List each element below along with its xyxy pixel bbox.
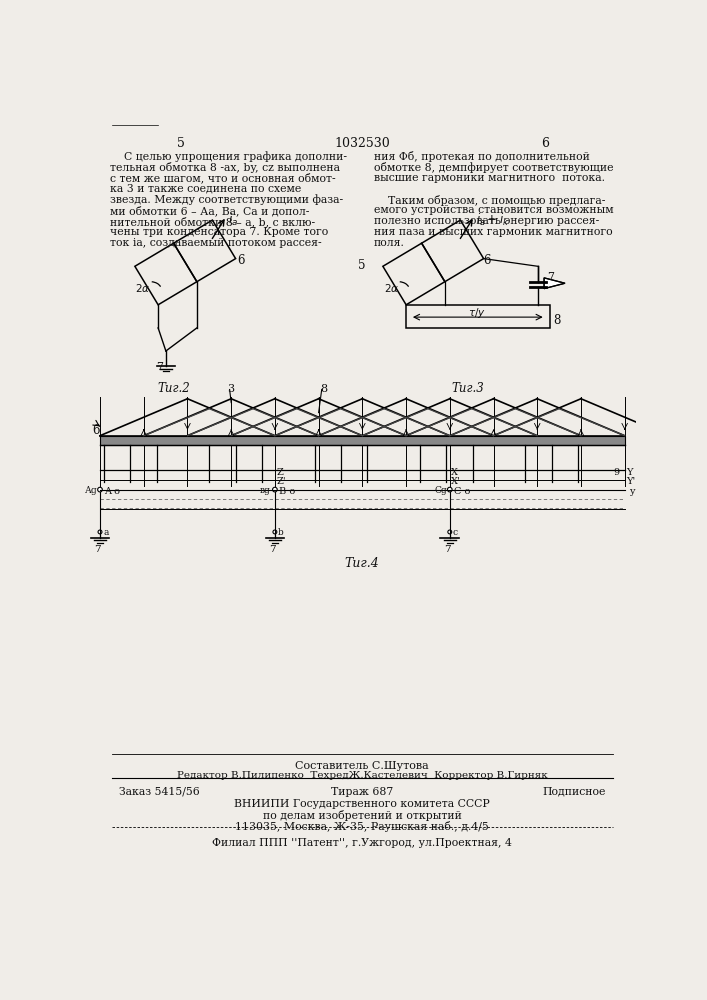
Text: ния паза и высших гармоник магнитного: ния паза и высших гармоник магнитного <box>373 227 612 237</box>
Text: Редактор В.Пилипенко  ТехредЖ.Кастелевич  Корректор В.Гирняк: Редактор В.Пилипенко ТехредЖ.Кастелевич … <box>177 771 547 780</box>
Text: 7: 7 <box>156 362 163 372</box>
Text: емого устройства становится возможным: емого устройства становится возможным <box>373 205 613 215</box>
Text: 7: 7 <box>94 545 101 554</box>
Text: нительной обмотки 8 – а, b, с вклю-: нительной обмотки 8 – а, b, с вклю- <box>110 216 315 227</box>
Text: Y': Y' <box>626 477 636 486</box>
Text: вg: вg <box>259 486 270 495</box>
Text: высшие гармоники магнитного  потока.: высшие гармоники магнитного потока. <box>373 173 604 183</box>
Text: ния Φб, протекая по дополнительной: ния Φб, протекая по дополнительной <box>373 151 590 162</box>
Text: по делам изобретений и открытий: по делам изобретений и открытий <box>262 810 462 821</box>
Text: 8: 8 <box>320 384 327 394</box>
Text: y: y <box>629 487 634 496</box>
Text: Τиг.4: Τиг.4 <box>344 557 380 570</box>
Polygon shape <box>544 278 565 289</box>
Text: поля.: поля. <box>373 238 404 248</box>
Text: 9: 9 <box>613 468 619 477</box>
Text: 5: 5 <box>358 259 366 272</box>
Circle shape <box>273 487 277 492</box>
Text: $i_a + i_k$: $i_a + i_k$ <box>476 212 509 229</box>
Text: а: а <box>103 528 108 537</box>
Text: b: b <box>278 528 284 537</box>
Circle shape <box>448 530 452 534</box>
Text: B о: B о <box>279 487 295 496</box>
Circle shape <box>98 487 103 492</box>
Text: Z': Z' <box>276 477 286 486</box>
Text: полезно использовать энергию рассея-: полезно использовать энергию рассея- <box>373 216 599 226</box>
Text: Составитель С.Шутова: Составитель С.Шутова <box>295 761 429 771</box>
Text: Таким образом, с помощью предлага-: Таким образом, с помощью предлага- <box>373 195 605 206</box>
Text: 7: 7 <box>444 545 451 554</box>
Text: С целью упрощения графика дополни-: С целью упрощения графика дополни- <box>110 151 347 162</box>
Text: с тем же шагом, что и основная обмот-: с тем же шагом, что и основная обмот- <box>110 173 336 183</box>
Text: 6: 6 <box>542 137 549 150</box>
Text: 6: 6 <box>484 254 491 267</box>
Text: ка 3 и также соединена по схеме: ка 3 и также соединена по схеме <box>110 184 301 194</box>
Polygon shape <box>100 436 625 445</box>
Text: звезда. Между соответствующими фаза-: звезда. Между соответствующими фаза- <box>110 195 343 205</box>
Text: X': X' <box>451 477 461 486</box>
Text: чены три конденсатора 7. Кроме того: чены три конденсатора 7. Кроме того <box>110 227 328 237</box>
Text: A о: A о <box>104 487 120 496</box>
Text: Подписное: Подписное <box>542 787 605 797</box>
Text: 8: 8 <box>554 314 561 327</box>
Text: Y: Y <box>626 468 633 477</box>
Text: Аg: Аg <box>85 486 97 495</box>
Text: 6: 6 <box>237 254 245 267</box>
Text: $2\alpha$: $2\alpha$ <box>384 282 399 294</box>
Text: 3: 3 <box>227 384 235 394</box>
Text: Тираж 687: Тираж 687 <box>331 787 393 797</box>
Text: X: X <box>451 468 458 477</box>
Text: ВНИИПИ Государственного комитета СССР: ВНИИПИ Государственного комитета СССР <box>234 799 490 809</box>
Text: 7: 7 <box>547 272 554 282</box>
Text: Τиг.2: Τиг.2 <box>157 382 190 395</box>
Text: $i_a$: $i_a$ <box>228 212 238 229</box>
Text: 5: 5 <box>177 137 185 150</box>
Text: 6: 6 <box>92 424 100 437</box>
Text: ми обмотки 6 – Аа, Ва, Са и допол-: ми обмотки 6 – Аа, Ва, Са и допол- <box>110 205 310 216</box>
Text: Заказ 5415/56: Заказ 5415/56 <box>119 787 200 797</box>
Text: C о: C о <box>454 487 470 496</box>
Text: $\tau / y$: $\tau / y$ <box>469 306 486 320</box>
Text: Сg: Сg <box>434 486 447 495</box>
Text: обмотке 8, демпфирует соответствующие: обмотке 8, демпфирует соответствующие <box>373 162 613 173</box>
Text: 7: 7 <box>269 545 276 554</box>
Text: Τиг.3: Τиг.3 <box>452 382 484 395</box>
Text: тельная обмотка 8 -ах, by, cz выполнена: тельная обмотка 8 -ах, by, cz выполнена <box>110 162 340 173</box>
Text: ток iа, создаваемый потоком рассея-: ток iа, создаваемый потоком рассея- <box>110 238 322 248</box>
Text: 1032530: 1032530 <box>334 137 390 150</box>
Text: $2\alpha$: $2\alpha$ <box>135 282 150 294</box>
Circle shape <box>98 530 102 534</box>
Text: Филиал ППП ''Патент'', г.Ужгород, ул.Проектная, 4: Филиал ППП ''Патент'', г.Ужгород, ул.Про… <box>212 838 512 848</box>
Text: с: с <box>453 528 458 537</box>
Text: 113035, Москва, Ж-35, Раушская наб., д.4/5: 113035, Москва, Ж-35, Раушская наб., д.4… <box>235 821 489 832</box>
Text: Z: Z <box>276 468 284 477</box>
Circle shape <box>448 487 452 492</box>
Circle shape <box>273 530 277 534</box>
